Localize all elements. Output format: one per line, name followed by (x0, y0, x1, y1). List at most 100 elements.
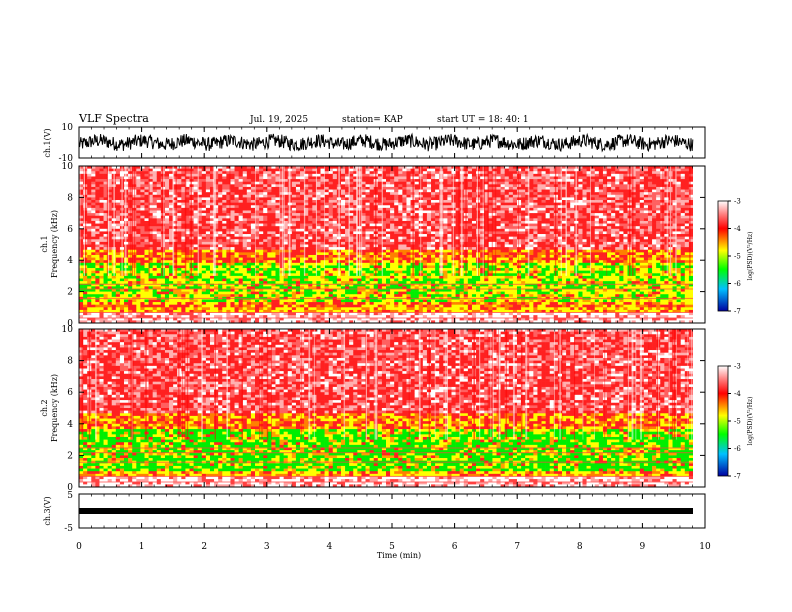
spectrogram-cell (193, 315, 198, 319)
spectrogram-cell (136, 236, 141, 240)
spectrogram-cell (140, 252, 145, 256)
spectrogram-cell (304, 281, 309, 285)
spectrogram-cell (250, 218, 256, 222)
spectrogram-cell (336, 291, 342, 295)
spectrogram-cell (156, 315, 162, 319)
spectrogram-cell (259, 275, 264, 279)
spectrogram-cell (320, 202, 325, 206)
spectrogram-cell (291, 192, 297, 196)
spectrogram-cell (295, 286, 301, 290)
spectrogram-cell (205, 254, 211, 258)
spectrogram-cell (295, 184, 301, 188)
spectrogram-cell (173, 215, 178, 219)
spectrogram-cell (209, 307, 215, 311)
spectrogram-cell (95, 200, 100, 203)
spectrogram-cell (328, 205, 334, 209)
spectrogram-cell (275, 286, 280, 290)
spectrogram-cell (386, 268, 391, 271)
spectrogram-cell (398, 288, 403, 292)
spectrogram-cell (349, 210, 354, 214)
spectrogram-cell (349, 166, 354, 169)
spectrogram-cell (283, 189, 289, 193)
spectrogram-cell (271, 262, 276, 266)
spectrogram-cell (152, 257, 158, 261)
spectrogram-cell (156, 197, 162, 201)
spectrogram-cell (99, 200, 104, 203)
spectrogram-cell (349, 236, 354, 240)
chart-title: VLF Spectra (78, 112, 149, 125)
spectrogram-cell (205, 283, 211, 287)
spectrogram-cell (152, 236, 158, 240)
spectrogram-cell (361, 317, 366, 321)
spectrogram-cell (394, 278, 399, 282)
spectrogram-cell (144, 226, 149, 230)
spectrogram-cell (361, 194, 366, 198)
spectrogram-cell (308, 275, 313, 279)
spectrogram-cell (238, 241, 244, 245)
spectrogram-cell (349, 254, 354, 258)
spectrogram-cell (414, 286, 420, 290)
spectrogram-cell (353, 215, 358, 219)
spectrogram-cell (259, 304, 264, 308)
spectrogram-cell (353, 179, 358, 182)
spectrogram-cell (250, 207, 256, 211)
spectrogram-cell (324, 286, 329, 290)
spectrogram-cell (349, 283, 354, 287)
spectrogram-cell (197, 262, 203, 266)
spectrogram-cell (353, 192, 358, 196)
spectrogram-cell (91, 173, 96, 177)
spectrogram-cell (345, 260, 350, 264)
spectrogram-cell (238, 173, 244, 177)
spectrogram-cell (99, 234, 104, 237)
spectrogram-cell (361, 320, 366, 323)
spectrogram-cell (300, 234, 305, 237)
spectrogram-cell (91, 275, 96, 279)
spectrogram-cell (275, 273, 280, 277)
spectrogram-cell (242, 210, 248, 214)
spectrogram-cell (234, 291, 239, 295)
spectrogram-cell (295, 205, 301, 209)
spectrogram-cell (373, 309, 379, 313)
spectrogram-cell (373, 283, 379, 287)
spectrogram-cell (218, 218, 223, 222)
spectrogram-cell (259, 309, 264, 313)
spectrogram-cell (209, 226, 215, 230)
spectrogram-cell (414, 207, 420, 211)
spectrogram-cell (201, 283, 207, 287)
spectrogram-cell (234, 194, 239, 198)
spectrogram-cell (234, 231, 239, 235)
spectrogram-cell (136, 218, 141, 222)
spectrogram-cell (332, 288, 338, 292)
spectrogram-cell (99, 171, 104, 175)
spectrogram-cell (250, 254, 256, 258)
spectrogram-cell (291, 181, 297, 185)
spectrogram-cell (107, 281, 113, 285)
spectrogram-cell (271, 283, 276, 287)
spectrogram-cell (222, 181, 227, 185)
spectrogram-cell (103, 236, 108, 240)
spectrogram-cell (169, 179, 174, 182)
spectrogram-cell (156, 226, 162, 230)
spectrogram-cell (361, 288, 366, 292)
spectrogram-cell (148, 239, 153, 243)
spectrogram-cell (115, 288, 121, 292)
spectrogram-cell (381, 254, 387, 258)
spectrogram-cell (324, 226, 329, 230)
spectrogram-cell (181, 236, 186, 240)
ch1-spectrogram-cells (79, 166, 705, 323)
spectrogram-cell (193, 173, 198, 177)
spectrogram-cell (103, 309, 108, 313)
spectrogram-cell (140, 234, 145, 237)
spectrogram-cell (185, 186, 190, 190)
spectrogram-cell (164, 213, 170, 217)
spectrogram-cell (316, 184, 321, 188)
spectrogram-cell (214, 194, 219, 198)
spectrogram-cell (283, 179, 289, 182)
spectrogram-cell (250, 317, 256, 321)
spectrogram-cell (332, 173, 338, 177)
spectrogram-cell (267, 283, 272, 287)
spectrogram-cell (164, 299, 170, 303)
spectrogram-cell (181, 281, 186, 285)
spectrogram-cell (271, 241, 276, 245)
spectrogram-cell (185, 210, 190, 214)
